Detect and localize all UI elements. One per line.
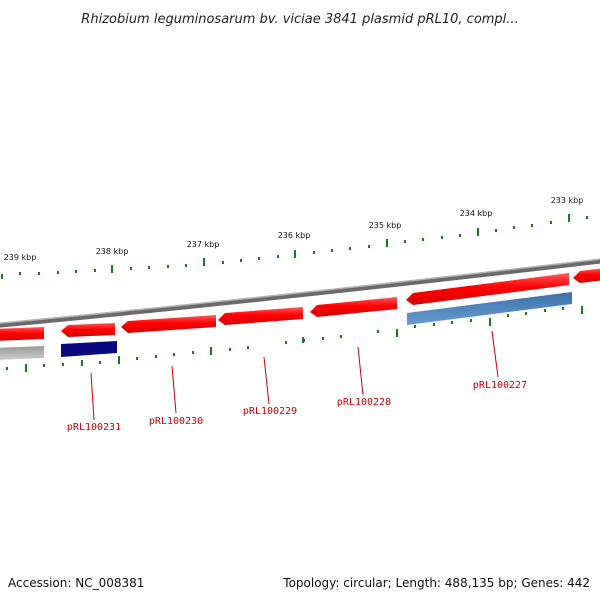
map-title: Rhizobium leguminosarum bv. viciae 3841 …	[81, 12, 518, 27]
reverse-feature-grey[interactable]	[0, 346, 44, 360]
outer-scale-ticks	[1, 216, 588, 279]
forward-feature-1[interactable]	[0, 327, 44, 341]
gene-label-pRL100228[interactable]: pRL100228	[337, 397, 391, 408]
outer-scale-major-ticks	[111, 214, 570, 273]
gene-labels: pRL100231 pRL100230 pRL100229 pRL100228 …	[67, 380, 527, 433]
gene-label-pRL100231[interactable]: pRL100231	[67, 422, 121, 433]
forward-feature-6[interactable]	[406, 273, 569, 305]
scale-label-239kbp: 239 kbp	[4, 253, 37, 262]
reverse-feature-blue[interactable]	[407, 292, 572, 325]
gene-leader-lines	[90, 330, 499, 421]
scale-label-237kbp: 237 kbp	[187, 240, 220, 249]
reverse-features	[0, 292, 572, 360]
reverse-feature-navy[interactable]	[61, 341, 117, 357]
accession-label: Accession: NC_008381	[8, 576, 144, 590]
scale-label-235kbp: 235 kbp	[369, 221, 402, 230]
backbone	[0, 258, 600, 328]
forward-feature-7[interactable]	[573, 268, 600, 283]
scale-labels: 239 kbp 238 kbp 237 kbp 236 kbp 235 kbp …	[4, 196, 584, 262]
gene-label-pRL100227[interactable]: pRL100227	[473, 380, 527, 391]
genome-summary-label: Topology: circular; Length: 488,135 bp; …	[282, 576, 590, 590]
forward-feature-5[interactable]	[310, 297, 397, 317]
scale-label-236kbp: 236 kbp	[278, 231, 311, 240]
inner-scale-ticks	[6, 306, 583, 372]
forward-features	[0, 268, 600, 341]
forward-feature-4[interactable]	[218, 307, 303, 325]
forward-feature-2[interactable]	[61, 323, 115, 337]
gene-label-pRL100230[interactable]: pRL100230	[149, 416, 203, 427]
scale-label-233kbp: 233 kbp	[551, 196, 584, 205]
scale-label-238kbp: 238 kbp	[96, 247, 129, 256]
forward-feature-3[interactable]	[121, 315, 216, 333]
gene-label-pRL100229[interactable]: pRL100229	[243, 406, 297, 417]
scale-label-234kbp: 234 kbp	[460, 209, 493, 218]
